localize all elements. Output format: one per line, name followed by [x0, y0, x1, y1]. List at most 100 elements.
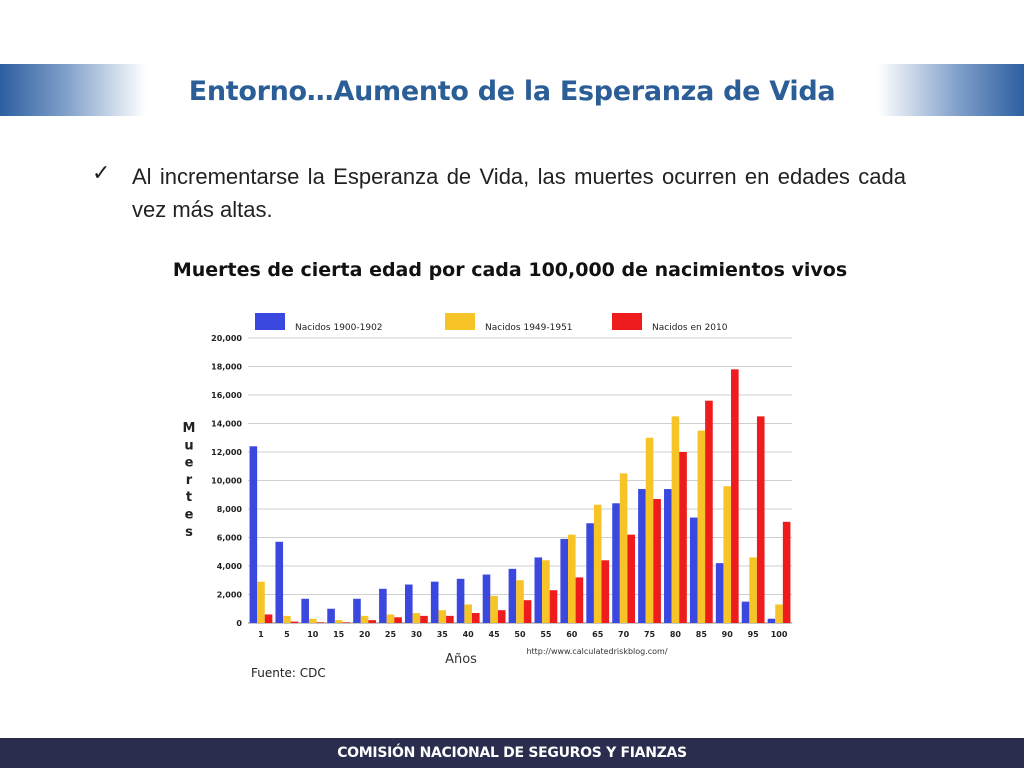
- x-tick-label: 15: [333, 630, 345, 639]
- bar: [308, 618, 317, 623]
- footer-text: COMISIÓN NACIONAL DE SEGUROS Y FIANZAS: [337, 745, 687, 761]
- bar: [612, 503, 620, 623]
- bar: [471, 613, 480, 623]
- y-axis-label-letter: e: [185, 456, 194, 471]
- bar: [334, 620, 343, 623]
- x-tick-label: 95: [748, 630, 760, 639]
- x-tick-label: 35: [437, 630, 449, 639]
- bar: [549, 590, 558, 623]
- chart-title: Muertes de cierta edad por cada 100,000 …: [173, 259, 847, 281]
- bar: [438, 610, 447, 623]
- legend: Nacidos 1900-1902 Nacidos 1949-1951 Nacido…: [255, 313, 728, 333]
- bar: [490, 595, 498, 623]
- y-tick-label: 2,000: [217, 591, 243, 600]
- bar: [464, 604, 472, 623]
- bar: [756, 416, 765, 623]
- gridlines: [248, 337, 792, 624]
- x-tick-label: 85: [696, 630, 708, 639]
- bar: [290, 621, 299, 623]
- legend-label: Nacidos 1949-1951: [485, 323, 573, 333]
- bar: [420, 615, 428, 623]
- footer-bar: COMISIÓN NACIONAL DE SEGUROS Y FIANZAS: [0, 738, 1024, 768]
- y-tick-label: 14,000: [211, 420, 242, 429]
- bar: [497, 610, 506, 623]
- y-tick-labels: 0 2,000 4,000 6,000 8,000 10,000 12,000 14,000 1…: [211, 334, 242, 628]
- bar: [394, 617, 402, 623]
- bar: [342, 622, 351, 623]
- x-tick-labels: 1 5 10 15 20 25 30 35 40 45 50 55 60 65 70 75 80 85 90 95 10…: [258, 630, 788, 639]
- y-axis-label-letter: t: [186, 490, 192, 505]
- bar: [749, 557, 757, 623]
- y-axis-label: Muertes: [183, 421, 196, 540]
- bar: [638, 489, 646, 623]
- bar: [619, 473, 628, 623]
- legend-label: Nacidos en 2010: [652, 323, 728, 333]
- x-tick-label: 75: [644, 630, 656, 639]
- bullet-text: Al incrementarse la Esperanza de Vida, l…: [132, 164, 906, 222]
- x-tick-label: 5: [284, 630, 290, 639]
- legend-swatch: [612, 313, 642, 330]
- bar: [275, 541, 284, 623]
- bar: [542, 560, 550, 623]
- x-tick-label: 65: [592, 630, 604, 639]
- y-tick-label: 4,000: [217, 562, 243, 571]
- bar: [689, 517, 698, 623]
- bar: [534, 557, 543, 623]
- legend-swatch: [445, 313, 475, 330]
- y-axis-label-letter: r: [186, 473, 193, 488]
- bar: [593, 504, 602, 623]
- bar: [456, 578, 465, 623]
- bar: [430, 581, 439, 623]
- x-tick-label: 20: [359, 630, 371, 639]
- x-tick-label: 25: [385, 630, 397, 639]
- x-tick-label: 55: [540, 630, 552, 639]
- bar: [316, 622, 325, 623]
- x-tick-label: 1: [258, 630, 264, 639]
- y-tick-label: 6,000: [217, 534, 243, 543]
- bar: [249, 446, 258, 623]
- y-axis-label-letter: M: [183, 421, 196, 436]
- y-tick-label: 0: [236, 619, 242, 628]
- bar: [568, 534, 576, 623]
- bar: [627, 534, 636, 623]
- slide-title: Entorno…Aumento de la Esperanza de Vida: [188, 76, 836, 107]
- header-accent-left: [0, 64, 146, 116]
- x-tick-label: 40: [463, 630, 475, 639]
- bar: [731, 369, 739, 623]
- x-tick-label: 80: [670, 630, 682, 639]
- x-tick-label: 45: [489, 630, 501, 639]
- bar: [283, 615, 291, 623]
- bar: [664, 489, 672, 623]
- y-axis-label-letter: e: [185, 508, 194, 523]
- bar: [379, 588, 387, 623]
- bar: [516, 580, 524, 623]
- y-tick-label: 12,000: [211, 448, 242, 457]
- bar: [386, 614, 395, 623]
- bar: [264, 614, 273, 623]
- bar: [775, 604, 783, 623]
- bar: [327, 608, 335, 623]
- y-axis-label-letter: u: [184, 438, 193, 453]
- bar: [446, 615, 454, 623]
- x-tick-label: 70: [618, 630, 630, 639]
- x-tick-label: 10: [307, 630, 319, 639]
- x-tick-label: 50: [514, 630, 526, 639]
- bars: [249, 369, 791, 623]
- bar: [404, 584, 413, 623]
- bar: [679, 452, 687, 623]
- y-tick-label: 16,000: [211, 391, 242, 400]
- chart-source: Fuente: CDC: [251, 666, 326, 680]
- bar: [697, 430, 706, 623]
- x-tick-label: 60: [566, 630, 578, 639]
- bar: [301, 598, 309, 623]
- bar: [601, 560, 610, 623]
- header-accent-right: [878, 64, 1024, 116]
- bar: [353, 598, 361, 623]
- bar: [723, 486, 732, 623]
- bar: [782, 521, 791, 623]
- bar: [257, 581, 265, 623]
- bar: [368, 620, 376, 623]
- x-tick-label: 90: [722, 630, 734, 639]
- x-tick-label: 100: [771, 630, 788, 639]
- checkmark-icon: ✓: [92, 160, 111, 185]
